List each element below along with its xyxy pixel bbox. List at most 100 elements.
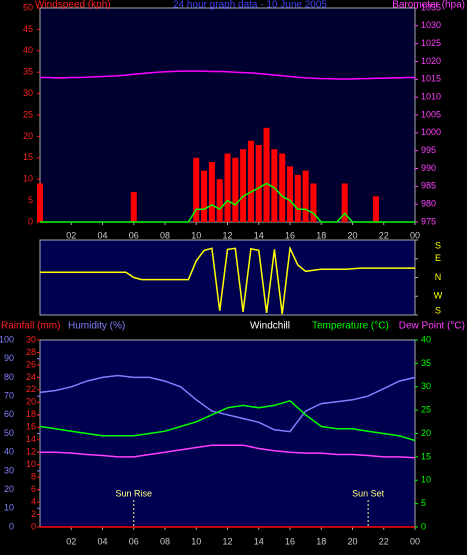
y-tick-label: 1015 [421,74,441,84]
bar [279,153,286,222]
bar [372,196,379,222]
y-tick-label: 25 [23,109,33,119]
y-tick-label: 18 [26,409,36,419]
x-tick-label: 00 [410,536,420,546]
y-tick-label: 0 [31,521,36,531]
bar [232,157,239,222]
y-tick-label: 5 [28,195,33,205]
temperature-axis-title: Temperature (°C) [312,321,389,332]
x-tick-label: 20 [347,536,357,546]
series-line [39,399,416,442]
dewpoint-label: Dew Point (°C) [399,321,465,332]
bar [287,166,293,222]
series-line [40,245,415,315]
y-tick-label: 50 [23,2,33,12]
y-tick-label: 22 [26,384,36,394]
y-tick-label: 1010 [421,92,441,102]
chart-title: 24 hour graph data - 10 June 2005 [173,0,327,11]
bar [341,183,348,222]
x-tick-label: 18 [316,230,326,240]
y-tick-label: 35 [23,67,33,77]
bar [247,140,254,222]
series-line [40,70,415,80]
x-tick-label: 00 [410,230,420,240]
direction-label: E [435,253,441,263]
x-tick-label: 22 [379,230,389,240]
bar [302,170,309,222]
y-tick-label: 40 [4,447,14,457]
x-tick-label: 08 [160,230,170,240]
y-tick-label: 10 [4,503,14,513]
bar [37,183,43,222]
y-tick-label: 60 [4,409,14,419]
y-tick-label: 25 [421,405,431,415]
y-tick-label: 1025 [421,38,441,48]
y-tick-label: 40 [421,334,431,344]
y-tick-label: 0 [9,521,14,531]
x-tick-label: 12 [222,536,232,546]
y-tick-label: 30 [23,88,33,98]
y-tick-label: 10 [26,459,36,469]
series-line [39,374,416,433]
y-tick-label: 995 [421,145,436,155]
x-tick-label: 06 [129,230,139,240]
y-tick-label: 10 [23,174,33,184]
y-tick-label: 12 [26,447,36,457]
y-tick-label: 14 [26,434,36,444]
x-tick-label: 10 [191,536,201,546]
y-tick-label: 980 [421,199,436,209]
y-tick-label: 1005 [421,109,441,119]
y-tick-label: 50 [4,428,14,438]
y-tick-label: 990 [421,163,436,173]
y-tick-label: 8 [31,472,36,482]
y-tick-label: 20 [23,131,33,141]
bar [193,157,200,222]
y-tick-label: 24 [26,372,36,382]
bar [208,162,215,222]
y-tick-label: 15 [421,451,431,461]
bar [310,183,317,222]
bar [294,174,301,222]
y-tick-label: 45 [23,24,33,34]
y-tick-label: 35 [421,358,431,368]
y-tick-label: 26 [26,359,36,369]
bar [216,179,223,222]
y-tick-label: 0 [28,216,33,226]
x-tick-label: 02 [66,536,76,546]
barometer-axis-title: Barometer (hpa) [392,0,465,11]
x-tick-label: 04 [97,536,107,546]
direction-label: N [435,272,442,282]
temperature-panel [39,339,416,528]
x-tick-label: 18 [316,536,326,546]
y-tick-label: 16 [26,422,36,432]
y-tick-label: 70 [4,390,14,400]
x-tick-label: 12 [222,230,232,240]
windchill-label: Windchill [250,321,290,332]
bar [271,149,278,222]
wind-axis-title: Windspeed (kph) [35,0,111,11]
y-tick-label: 15 [23,152,33,162]
bar [224,153,231,222]
y-tick-label: 6 [31,484,36,494]
x-tick-label: 22 [379,536,389,546]
bar [240,149,247,222]
y-tick-label: 1030 [421,20,441,30]
y-tick-label: 2 [31,509,36,519]
y-tick-label: 10 [421,475,431,485]
y-tick-label: 1020 [421,56,441,66]
direction-label: S [435,305,441,315]
y-tick-label: 4 [31,496,36,506]
bar [263,127,270,222]
x-tick-label: 02 [66,230,76,240]
y-tick-label: 30 [26,334,36,344]
bar [130,192,137,222]
x-tick-label: 16 [285,536,295,546]
y-tick-label: 20 [421,428,431,438]
y-tick-label: 30 [421,381,431,391]
y-tick-label: 20 [26,397,36,407]
y-tick-label: 100 [0,334,14,344]
y-tick-label: 30 [4,465,14,475]
direction-label: S [435,240,441,250]
humidity-axis-title: Humidity (%) [68,321,125,332]
